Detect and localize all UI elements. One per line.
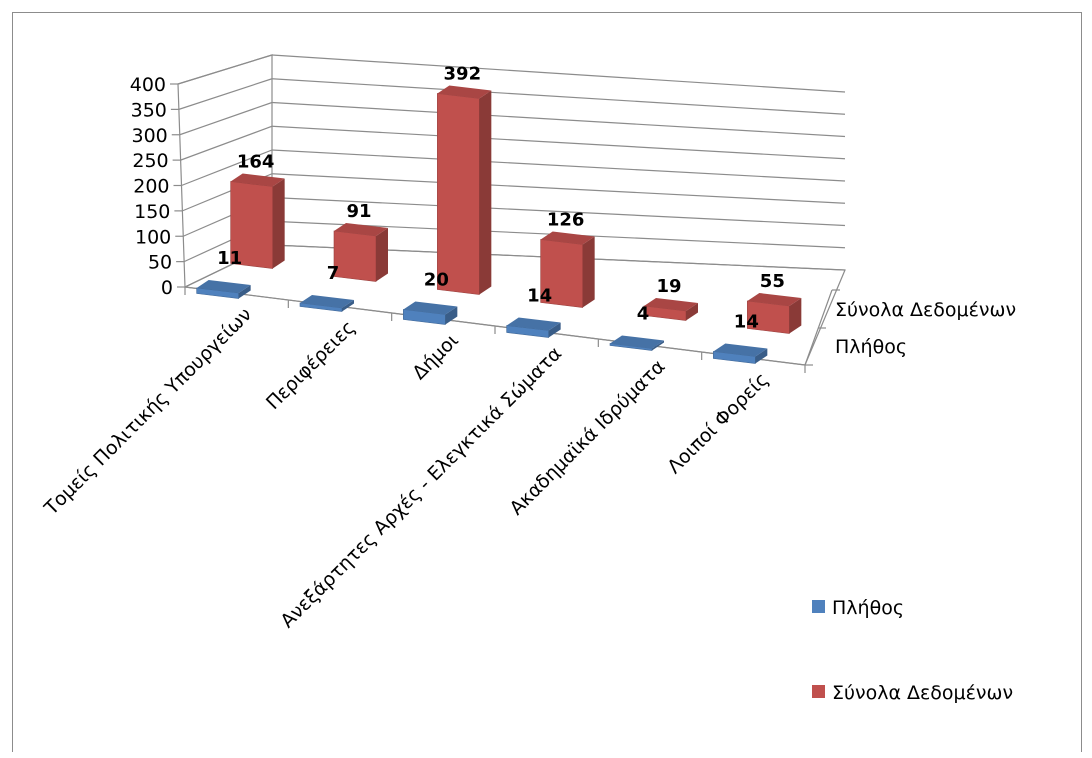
depth-axis-labels: Σύνολα Δεδομένων Πλήθος (835, 299, 1016, 358)
gridline (271, 101, 846, 138)
bar-front-top (506, 317, 561, 331)
data-label: 14 (734, 312, 759, 333)
bar-front-side (755, 348, 768, 364)
data-label: 392 (444, 64, 482, 85)
data-label: 126 (547, 210, 585, 231)
category-label: Περιφέρειες (262, 316, 360, 414)
bar-back-front (437, 93, 480, 295)
y-tick-label: 350 (131, 99, 167, 121)
bar-front-side (445, 306, 458, 325)
bar-back-front (333, 230, 377, 282)
gridline-side (181, 149, 273, 187)
y-tick-label: 50 (148, 252, 172, 274)
bar-front-top (300, 295, 354, 308)
y-tick-label: 300 (131, 125, 167, 147)
bar-back-side (686, 303, 698, 321)
data-label: 4 (637, 304, 650, 325)
y-axis-tick-labels: 0 50 100 150 200 250 300 350 400 (130, 74, 173, 299)
legend-label: Σύνολα Δεδομένων (832, 682, 1013, 704)
bar-front-top (610, 335, 664, 349)
y-tick-label: 150 (134, 201, 170, 223)
bar-back-top (334, 223, 388, 236)
legend-label: Πλήθος (832, 597, 904, 619)
bar-front-top (713, 343, 768, 357)
gridline (271, 125, 846, 160)
gridline (271, 173, 846, 204)
y-tick-label: 400 (130, 74, 166, 96)
legend-swatch (812, 600, 825, 613)
bar-front-top (196, 280, 251, 293)
gridline (271, 78, 846, 115)
category-label: Δήμοι (408, 329, 463, 384)
bar-back-top (230, 173, 285, 187)
gridline (271, 149, 846, 182)
data-label: 19 (656, 276, 681, 297)
gridline (271, 54, 846, 93)
data-label: 20 (424, 270, 449, 291)
legend: Πλήθος Σύνολα Δεδομένων (812, 597, 1013, 704)
bar-front-side (652, 340, 664, 351)
bar-back-side (272, 178, 285, 269)
bar-front-side (342, 300, 354, 312)
data-label: 55 (760, 271, 785, 292)
category-label: Τομείς Πολιτικής Υπουργείων (40, 303, 257, 520)
gridline-side (177, 54, 273, 85)
bar-front-side (238, 285, 251, 299)
data-label: 11 (217, 248, 242, 269)
legend-swatch (812, 685, 825, 698)
category-label: Λοιποί Φορείς (663, 368, 773, 478)
y-tick-label: 0 (161, 277, 173, 299)
bar-front-side (548, 322, 561, 338)
bar-back-side (789, 298, 802, 334)
chart-frame (12, 12, 1082, 752)
category-labels: Τομείς Πολιτικής Υπουργείων Περιφέρειες Δή… (40, 303, 773, 632)
depth-label: Σύνολα Δεδομένων (835, 299, 1016, 321)
bar-back-side (479, 90, 492, 295)
data-label: 164 (237, 152, 275, 173)
data-labels: 164 91 392 126 19 55 11 7 20 14 4 14 (217, 64, 785, 333)
gridline-side (178, 78, 273, 110)
bar-back-top (437, 85, 492, 99)
bars (196, 85, 802, 364)
y-tick-label: 200 (133, 176, 169, 198)
data-label: 91 (346, 201, 371, 222)
gridline-side (180, 125, 273, 161)
gridline-side (179, 101, 273, 136)
bar-back-top (644, 298, 698, 311)
bar-front-top (403, 301, 458, 315)
y-tick-label: 250 (132, 150, 168, 172)
y-tick-label: 100 (135, 226, 171, 248)
data-label: 14 (527, 286, 552, 307)
data-label: 7 (327, 263, 340, 284)
bar-back-side (582, 236, 595, 308)
bar-back-top (540, 231, 595, 245)
depth-label: Πλήθος (835, 336, 907, 358)
gridline (271, 196, 846, 227)
bar-back-top (747, 293, 802, 306)
bar-back-side (376, 228, 388, 282)
